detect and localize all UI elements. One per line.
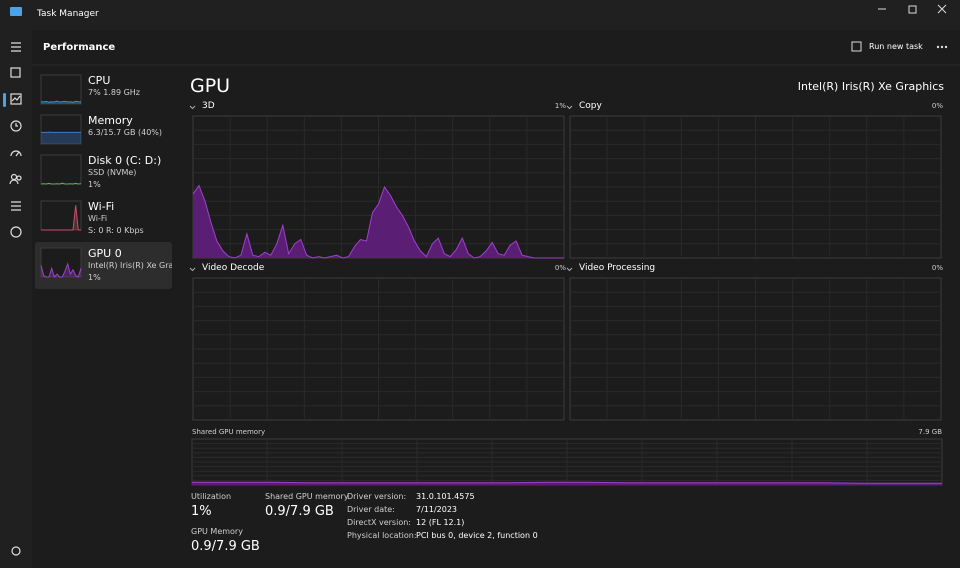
- detail-label: DirectX version:: [347, 517, 411, 527]
- engine-name[interactable]: Copy: [579, 101, 602, 112]
- graph-frame: [40, 74, 82, 105]
- sidebar-item-detail: 1%: [88, 180, 101, 189]
- engine-name[interactable]: 3D: [202, 101, 215, 112]
- header-bar: [32, 30, 960, 65]
- run-new-task[interactable]: Run new task: [869, 41, 923, 51]
- stat-label: Shared GPU memory: [265, 491, 349, 501]
- stat-label: Utilization: [191, 491, 232, 501]
- stat-value: 0.9/7.9 GB: [265, 503, 334, 519]
- sidebar-item-detail: SSD (NVMe): [88, 168, 137, 177]
- sidebar-item-detail: S: 0 R: 0 Kbps: [88, 226, 144, 235]
- graph-frame: [40, 154, 82, 185]
- adapter-name: Intel(R) Iris(R) Xe Graphics: [797, 79, 944, 93]
- sidebar-item-name[interactable]: Wi-Fi: [88, 199, 115, 213]
- app-icon: [10, 7, 22, 16]
- sidebar-item-detail: Wi-Fi: [88, 214, 108, 223]
- sidebar-item-name[interactable]: GPU 0: [88, 246, 122, 260]
- engine-chevron: [189, 105, 196, 110]
- graph-line: [192, 184, 564, 259]
- graph-frame: [40, 114, 82, 145]
- sidebar-item-detail: 7% 1.89 GHz: [88, 88, 141, 97]
- stat-value: 1%: [191, 503, 212, 519]
- nav-icons[interactable]: [9, 42, 22, 556]
- engine-chevron: [189, 267, 196, 272]
- shared-memory-max: 7.9 GB: [918, 428, 942, 437]
- stat-label: GPU Memory: [191, 526, 243, 536]
- graph-line: [40, 100, 82, 103]
- engine-name[interactable]: Video Processing: [579, 263, 656, 274]
- shared-memory-label: Shared GPU memory: [192, 428, 266, 437]
- detail-label: Physical location:: [347, 530, 417, 540]
- graph-line: [40, 182, 82, 185]
- sidebar-item-detail: 1%: [88, 273, 101, 282]
- detail-value: PCI bus 0, device 2, function 0: [416, 530, 538, 540]
- graph-line: [192, 481, 942, 484]
- graph-frame: [40, 200, 82, 231]
- detail-label: Driver date:: [347, 504, 395, 514]
- gpu-title: GPU: [190, 74, 231, 97]
- graph-shade: [41, 132, 81, 144]
- graph-shade: [41, 205, 81, 230]
- run-task-icon: [851, 41, 862, 52]
- engine-value: 0%: [554, 264, 566, 273]
- detail-label: Driver version:: [347, 491, 407, 501]
- sidebar-item-detail: Intel(R) Iris(R) Xe Graphi: [88, 261, 172, 270]
- page-title: Performance: [43, 41, 116, 53]
- engine-value: 1%: [554, 102, 566, 111]
- graph-shade: [41, 101, 81, 104]
- graph-frame: [40, 247, 82, 278]
- sidebar-item-name[interactable]: CPU: [88, 73, 111, 87]
- engine-value: 0%: [931, 264, 943, 273]
- detail-value: 31.0.101.4575: [416, 491, 475, 501]
- stat-value: 0.9/7.9 GB: [191, 538, 260, 554]
- graph-line: [41, 205, 81, 231]
- engine-chevron: [566, 267, 573, 272]
- detail-value: 12 (FL 12.1): [416, 517, 465, 527]
- engine-chevron: [566, 105, 573, 110]
- detail-value: 7/11/2023: [416, 504, 458, 514]
- graph-line: [40, 262, 82, 278]
- window-controls[interactable]: [878, 4, 947, 14]
- engine-name[interactable]: Video Decode: [202, 263, 265, 274]
- sidebar-item-name[interactable]: Disk 0 (C: D:): [88, 153, 162, 167]
- nav-selected-indicator: [3, 93, 6, 107]
- engine-value: 0%: [931, 102, 943, 111]
- title-bar: [0, 0, 960, 30]
- more-button[interactable]: [936, 45, 948, 49]
- sidebar-item-detail: 6.3/15.7 GB (40%): [88, 128, 163, 137]
- window-title: Task Manager: [37, 9, 99, 20]
- sidebar-item-name[interactable]: Memory: [88, 113, 133, 127]
- nav-rail: [0, 30, 32, 568]
